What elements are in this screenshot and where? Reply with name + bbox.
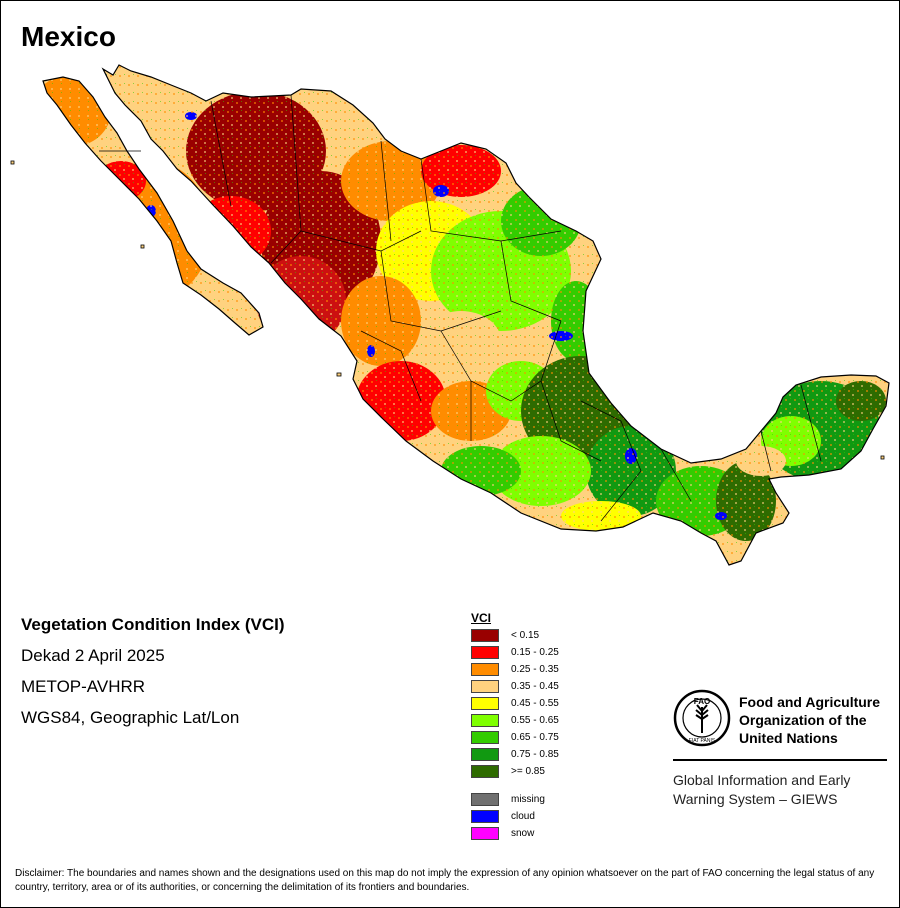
index-title: Vegetation Condition Index (VCI) — [21, 615, 285, 634]
legend-label: snow — [511, 828, 535, 839]
legend-label: cloud — [511, 811, 535, 822]
dekad-label: Dekad 2 April 2025 — [21, 646, 165, 665]
legend-item: 0.65 - 0.75 — [471, 731, 591, 748]
legend-item-cloud: cloud — [471, 810, 591, 827]
map-title: Mexico — [21, 21, 116, 52]
projection-label: WGS84, Geographic Lat/Lon — [21, 708, 240, 727]
country-outline — [42, 64, 890, 566]
legend-item: >= 0.85 — [471, 765, 591, 782]
legend-swatch — [471, 697, 499, 710]
legend-label: missing — [511, 794, 545, 805]
legend-item: 0.25 - 0.35 — [471, 663, 591, 680]
legend-label: 0.55 - 0.65 — [511, 715, 559, 726]
disclaimer: Disclaimer: The boundaries and names sho… — [15, 868, 875, 893]
legend-item: 0.45 - 0.55 — [471, 697, 591, 714]
vci-raster — [43, 65, 889, 565]
legend-title: VCI — [471, 611, 492, 625]
fao-divider — [673, 759, 887, 761]
islands — [10, 160, 885, 460]
legend-label: 0.35 - 0.45 — [511, 681, 559, 692]
legend-swatch — [471, 827, 499, 840]
legend-label: < 0.15 — [511, 630, 540, 641]
legend-item: 0.15 - 0.25 — [471, 646, 591, 663]
legend-item: 0.55 - 0.65 — [471, 714, 591, 731]
legend-item: 0.75 - 0.85 — [471, 748, 591, 765]
legend-swatch — [471, 629, 499, 642]
legend-swatch — [471, 793, 499, 806]
legend-swatch — [471, 646, 499, 659]
legend-item-snow: snow — [471, 827, 591, 844]
legend-label: 0.25 - 0.35 — [511, 664, 559, 675]
sensor-label: METOP-AVHRR — [21, 677, 146, 696]
legend-item: 0.35 - 0.45 — [471, 680, 591, 697]
legend-item-missing: missing — [471, 793, 591, 810]
legend-swatch — [471, 765, 499, 778]
fao-logo-text: FAO — [694, 697, 710, 706]
vci-legend: VCI < 0.15 0.15 - 0.25 0.25 - 0.35 0.35 … — [471, 611, 591, 844]
legend-label: 0.15 - 0.25 — [511, 647, 559, 658]
legend-swatch — [471, 748, 499, 761]
state-boundaries — [99, 94, 822, 522]
fao-logo-icon: FAO FIAT PANIS — [673, 689, 731, 747]
legend-label: 0.75 - 0.85 — [511, 749, 559, 760]
legend-item: < 0.15 — [471, 629, 591, 646]
legend-swatch — [471, 731, 499, 744]
legend-label: >= 0.85 — [511, 766, 545, 777]
legend-swatch — [471, 714, 499, 727]
fao-logo-motto: FIAT PANIS — [689, 738, 716, 744]
legend-label: 0.65 - 0.75 — [511, 732, 559, 743]
giews-label: Global Information and Early Warning Sys… — [673, 772, 851, 807]
legend-swatch — [471, 810, 499, 823]
map-info: Vegetation Condition Index (VCI) Dekad 2… — [21, 615, 285, 739]
vci-map — [10, 64, 890, 566]
legend-swatch — [471, 680, 499, 693]
fao-name: Food and Agriculture Organization of the… — [739, 694, 881, 746]
legend-swatch — [471, 663, 499, 676]
legend-label: 0.45 - 0.55 — [511, 698, 559, 709]
